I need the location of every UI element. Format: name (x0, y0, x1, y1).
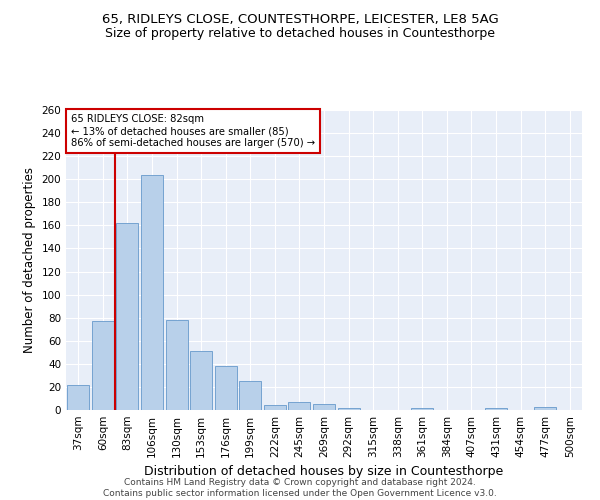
Bar (485, 408, 507, 410)
Bar (411, 408, 433, 410)
X-axis label: Distribution of detached houses by size in Countesthorpe: Distribution of detached houses by size … (145, 466, 503, 478)
Bar (141, 174, 163, 410)
Text: Size of property relative to detached houses in Countesthorpe: Size of property relative to detached ho… (105, 28, 495, 40)
Bar (116, 223, 139, 410)
Y-axis label: Number of detached properties: Number of detached properties (23, 167, 36, 353)
Text: 65, RIDLEYS CLOSE, COUNTESTHORPE, LEICESTER, LE8 5AG: 65, RIDLEYS CLOSE, COUNTESTHORPE, LEICES… (101, 12, 499, 26)
Bar (92, 321, 114, 410)
Bar (67, 384, 89, 410)
Bar (190, 351, 212, 410)
Bar (264, 406, 286, 410)
Text: Contains HM Land Registry data © Crown copyright and database right 2024.
Contai: Contains HM Land Registry data © Crown c… (103, 478, 497, 498)
Bar (166, 320, 188, 410)
Bar (289, 402, 310, 410)
Bar (215, 366, 237, 410)
Bar (338, 408, 359, 410)
Bar (313, 404, 335, 410)
Bar (534, 406, 556, 410)
Bar (239, 381, 262, 410)
Text: 65 RIDLEYS CLOSE: 82sqm
← 13% of detached houses are smaller (85)
86% of semi-de: 65 RIDLEYS CLOSE: 82sqm ← 13% of detache… (71, 114, 315, 148)
